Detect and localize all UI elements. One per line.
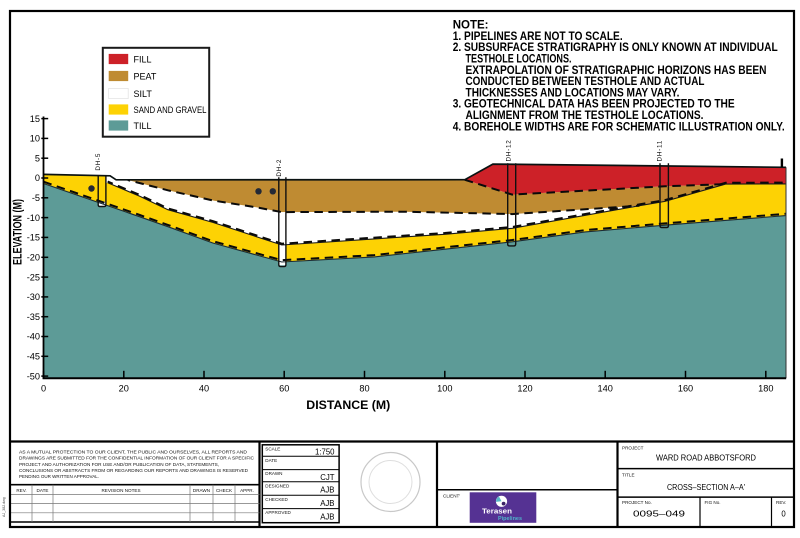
- svg-text:AS A MUTUAL PROTECTION TO OUR: AS A MUTUAL PROTECTION TO OUR CLIENT, TH…: [19, 450, 248, 455]
- svg-text:SAND AND GRAVEL: SAND AND GRAVEL: [134, 105, 207, 115]
- svg-text:0: 0: [781, 510, 786, 519]
- svg-text:TITLE: TITLE: [622, 473, 635, 478]
- svg-text:ALIGNMENT FROM THE TESTHOLE LO: ALIGNMENT FROM THE TESTHOLE LOCATIONS.: [466, 110, 704, 122]
- svg-text:AJB: AJB: [320, 513, 334, 522]
- svg-text:TESTHOLE LOCATIONS.: TESTHOLE LOCATIONS.: [466, 54, 572, 66]
- svg-text:4. BOREHOLE WIDTHS ARE FOR SCH: 4. BOREHOLE WIDTHS ARE FOR SCHEMATIC ILL…: [453, 121, 785, 133]
- svg-text:REVISION NOTES: REVISION NOTES: [101, 488, 140, 493]
- svg-text:-5: -5: [32, 193, 40, 203]
- svg-text:PROJECT AND AUTHORIZATION FOR: PROJECT AND AUTHORIZATION FOR USE AND/OR…: [19, 462, 219, 467]
- svg-text:APPR.: APPR.: [240, 488, 254, 493]
- svg-text:CROSS–SECTION A–A': CROSS–SECTION A–A': [667, 483, 745, 492]
- svg-text:-15: -15: [27, 233, 40, 243]
- svg-text:AJB: AJB: [320, 486, 334, 495]
- svg-text:AJB: AJB: [320, 499, 334, 508]
- svg-text:3. GEOTECHNICAL DATA HAS BEEN: 3. GEOTECHNICAL DATA HAS BEEN PROJECTED …: [453, 99, 735, 111]
- svg-text:180: 180: [758, 384, 773, 394]
- svg-text:CONCLUSIONS OR ABSTRACTS FROM: CONCLUSIONS OR ABSTRACTS FROM OR REGARDI…: [19, 468, 249, 473]
- svg-text:FILL: FILL: [134, 54, 152, 64]
- svg-text:1. PIPELINES ARE NOT TO SCALE.: 1. PIPELINES ARE NOT TO SCALE.: [453, 31, 623, 43]
- svg-text:WARD ROAD ABBOTSFORD: WARD ROAD ABBOTSFORD: [656, 454, 756, 463]
- svg-text:DH-11: DH-11: [656, 140, 663, 162]
- svg-text:DRAWN: DRAWN: [265, 471, 282, 476]
- svg-text:PEAT: PEAT: [134, 71, 157, 81]
- svg-text:CONDUCTED BETWEEN TESTHOLE AND: CONDUCTED BETWEEN TESTHOLE AND ACTUAL: [466, 76, 705, 88]
- svg-text:Terasen: Terasen: [482, 506, 513, 515]
- svg-text:-20: -20: [27, 253, 40, 263]
- svg-text:CJT: CJT: [320, 473, 335, 482]
- svg-text:-30: -30: [27, 292, 40, 302]
- svg-text:ELEVATION (M): ELEVATION (M): [11, 199, 25, 265]
- svg-text:-10: -10: [27, 213, 40, 223]
- svg-text:140: 140: [598, 384, 613, 394]
- svg-text:REV.: REV.: [16, 488, 26, 493]
- svg-text:Pipelines: Pipelines: [498, 516, 522, 522]
- svg-text:REV.: REV.: [776, 500, 786, 505]
- svg-text:-25: -25: [27, 272, 40, 282]
- svg-text:EXTRAPOLATION OF STRATIGRAPHIC: EXTRAPOLATION OF STRATIGRAPHIC HORIZONS …: [466, 65, 767, 77]
- svg-text:DH-2: DH-2: [276, 159, 283, 177]
- svg-text:CHECK: CHECK: [216, 488, 233, 493]
- svg-text:0: 0: [41, 384, 46, 394]
- svg-text:PROJECT: PROJECT: [622, 446, 644, 451]
- svg-text:DH-12: DH-12: [506, 140, 513, 162]
- svg-text:DH-5: DH-5: [95, 153, 102, 171]
- svg-text:-40: -40: [27, 332, 40, 342]
- svg-text:80: 80: [359, 384, 369, 394]
- svg-text:NOTE:: NOTE:: [453, 20, 489, 32]
- svg-text:-45: -45: [27, 352, 40, 362]
- svg-text:FIG No.: FIG No.: [705, 500, 721, 505]
- svg-text:100: 100: [437, 384, 452, 394]
- svg-text:DRAWINGS ARE SUBMITTED FOR THE: DRAWINGS ARE SUBMITTED FOR THE CONFIDENT…: [19, 456, 255, 461]
- svg-text:DESIGNED: DESIGNED: [265, 484, 290, 489]
- svg-text:5: 5: [35, 153, 40, 163]
- svg-text:DRAWN: DRAWN: [193, 488, 210, 493]
- svg-text:SILT: SILT: [134, 89, 153, 99]
- svg-text:10: 10: [30, 134, 40, 144]
- svg-text:0095–049: 0095–049: [633, 510, 685, 519]
- svg-text:40: 40: [199, 384, 209, 394]
- svg-text:1:750: 1:750: [315, 448, 335, 457]
- svg-text:DISTANCE (M): DISTANCE (M): [306, 400, 390, 412]
- svg-text:-50: -50: [27, 371, 40, 381]
- svg-text:TILL: TILL: [134, 121, 152, 131]
- svg-text:PROJECT No.: PROJECT No.: [622, 500, 652, 505]
- svg-text:120: 120: [517, 384, 532, 394]
- svg-text:-35: -35: [27, 312, 40, 322]
- svg-text:60: 60: [279, 384, 289, 394]
- svg-text:CHECKED: CHECKED: [265, 497, 288, 502]
- svg-text:AJ_382.dwg: AJ_382.dwg: [2, 497, 6, 517]
- svg-text:DATE: DATE: [37, 488, 49, 493]
- svg-text:DATE: DATE: [265, 458, 277, 463]
- svg-text:THICKNESSES AND LOCATIONS MAY: THICKNESSES AND LOCATIONS MAY VARY.: [466, 87, 680, 99]
- svg-text:PENDING OUR WRITTEN APPROVAL.: PENDING OUR WRITTEN APPROVAL.: [19, 474, 99, 479]
- svg-text:SCALE: SCALE: [265, 447, 280, 452]
- svg-text:0: 0: [35, 173, 40, 183]
- svg-text:15: 15: [30, 114, 40, 124]
- svg-text:20: 20: [119, 384, 129, 394]
- svg-text:APPROVED: APPROVED: [265, 510, 291, 515]
- svg-text:160: 160: [678, 384, 693, 394]
- svg-text:CLIENT': CLIENT': [443, 494, 460, 499]
- svg-text:2. SUBSURFACE STRATIGRAPHY IS: 2. SUBSURFACE STRATIGRAPHY IS ONLY KNOWN…: [453, 42, 778, 54]
